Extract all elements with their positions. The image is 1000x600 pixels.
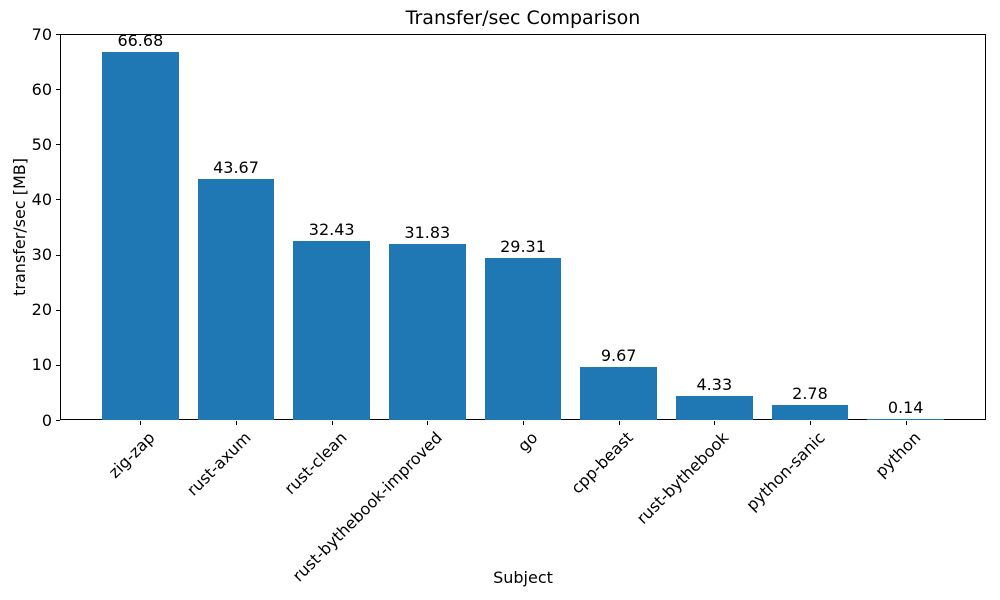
y-axis-label: transfer/sec [MB] — [9, 158, 29, 296]
x-tick-mark — [523, 421, 524, 425]
x-tick-mark — [427, 421, 429, 425]
bar-rust-bythebook-improved — [389, 244, 466, 420]
bar-value-label: 29.31 — [500, 237, 546, 257]
x-tick-label: python-sanic — [741, 428, 829, 515]
y-tick-label: 40 — [31, 189, 52, 209]
y-tick-mark — [56, 309, 60, 311]
x-tick-mark — [809, 421, 811, 425]
y-tick-mark — [56, 199, 60, 201]
x-tick-label: rust-bythebook — [633, 428, 733, 528]
bar-go — [484, 258, 562, 420]
bar-value-label: 2.78 — [792, 383, 828, 403]
bar-zig-zap — [102, 52, 179, 420]
bar-value-label: 66.68 — [117, 31, 164, 51]
x-tick-label: go — [513, 428, 542, 456]
y-tick-label: 30 — [31, 245, 52, 265]
y-tick-mark — [56, 364, 60, 366]
y-tick-label: 10 — [31, 355, 52, 375]
bar-rust-clean — [293, 241, 370, 420]
x-tick-mark — [905, 421, 907, 425]
x-tick-mark — [140, 421, 142, 425]
y-tick-mark — [56, 144, 60, 146]
bar-value-label: 32.43 — [308, 220, 355, 240]
x-tick-label: rust-clean — [280, 428, 351, 499]
bar-rust-axum — [197, 179, 275, 420]
y-tick-mark — [56, 254, 60, 256]
x-tick-label: rust-axum — [182, 428, 255, 500]
chart-title: Transfer/sec Comparison — [405, 7, 641, 29]
y-tick-label: 50 — [31, 134, 52, 154]
bar-python-sanic — [771, 404, 849, 420]
bar-value-label: 43.67 — [213, 158, 259, 178]
y-tick-label: 60 — [31, 79, 52, 99]
x-tick-label: cpp-beast — [567, 428, 638, 498]
x-axis-label: Subject — [493, 568, 553, 587]
bar-rust-bythebook — [676, 396, 753, 420]
x-tick-mark — [618, 421, 620, 425]
x-tick-mark — [331, 421, 333, 425]
x-tick-mark — [714, 421, 716, 425]
bar-value-label: 0.14 — [887, 398, 924, 418]
bar-value-label: 31.83 — [404, 223, 451, 243]
y-tick-mark — [56, 34, 60, 35]
y-tick-label: 20 — [31, 300, 52, 320]
y-tick-label: 70 — [31, 24, 52, 44]
bar-value-label: 9.67 — [600, 345, 637, 365]
bar-python — [867, 419, 944, 420]
y-tick-mark — [56, 420, 60, 421]
y-tick-mark — [56, 89, 60, 91]
x-tick-label: python — [871, 428, 925, 482]
bar-value-label: 4.33 — [696, 375, 733, 395]
bar-cpp-beast — [580, 366, 657, 420]
x-tick-mark — [236, 421, 238, 425]
x-tick-label: zig-zap — [104, 428, 159, 482]
y-tick-label: 0 — [41, 410, 52, 430]
